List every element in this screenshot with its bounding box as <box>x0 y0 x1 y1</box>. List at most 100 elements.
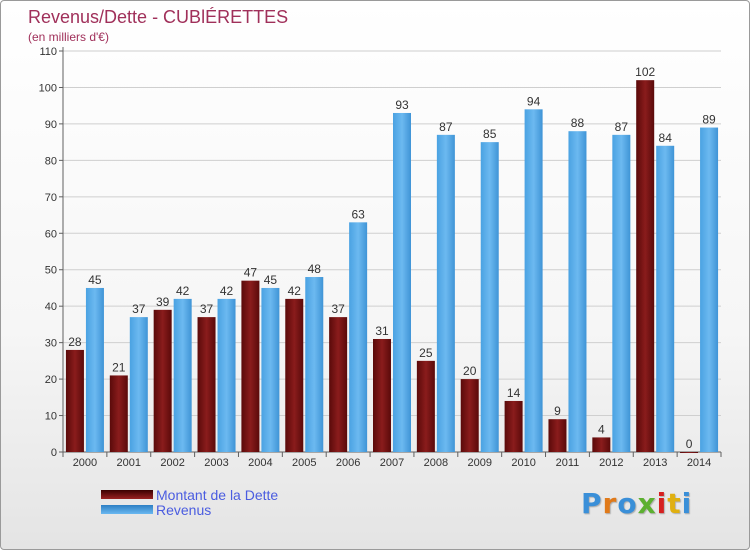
x-tick-label: 2010 <box>511 457 535 469</box>
bar-debt <box>548 419 567 452</box>
y-tick-label: 40 <box>45 301 57 313</box>
y-tick-label: 20 <box>45 374 57 386</box>
logo-letter: i <box>656 487 668 520</box>
bar-revenue <box>305 277 324 452</box>
data-label-revenue: 88 <box>571 116 585 130</box>
y-tick-label: 50 <box>45 265 57 277</box>
bar-debt <box>592 437 611 452</box>
bar-revenue <box>217 298 236 452</box>
bar-chart: 0102030405060708090100110200028452001213… <box>39 46 722 469</box>
y-tick-label: 0 <box>51 447 57 459</box>
data-label-revenue: 89 <box>702 113 716 127</box>
logo-letter: x <box>637 487 657 520</box>
logo-letter: i <box>681 487 693 520</box>
logo-letter: P <box>581 487 603 520</box>
chart-title: Revenus/Dette - CUBlÉRETTES <box>28 7 289 27</box>
y-tick-label: 60 <box>45 228 57 240</box>
data-label-debt: 37 <box>331 302 345 316</box>
bar-revenue <box>173 298 192 452</box>
data-label-revenue: 37 <box>132 302 146 316</box>
x-tick-label: 2013 <box>643 457 667 469</box>
legend-label-debt: Montant de la Dette <box>156 487 279 503</box>
x-tick-label: 2005 <box>292 457 316 469</box>
data-label-debt: 14 <box>507 386 521 400</box>
data-label-revenue: 42 <box>220 284 234 298</box>
logo-letter: o <box>617 487 638 520</box>
chart-subtitle: (en milliers d'€) <box>28 30 109 44</box>
data-label-debt: 37 <box>200 302 214 316</box>
x-tick-label: 2011 <box>556 457 580 469</box>
bar-debt <box>109 375 128 452</box>
legend-item-debt: Montant de la Dette <box>101 487 361 503</box>
x-tick-label: 2000 <box>73 457 97 469</box>
bar-revenue <box>656 145 675 453</box>
logo-letter: r <box>602 487 618 520</box>
data-label-revenue: 87 <box>439 120 453 134</box>
bar-debt <box>329 317 348 452</box>
data-label-revenue: 45 <box>88 273 102 287</box>
data-label-revenue: 85 <box>483 127 497 141</box>
data-label-revenue: 42 <box>176 284 190 298</box>
data-label-revenue: 45 <box>264 273 278 287</box>
bar-debt <box>416 360 435 452</box>
bar-debt <box>241 280 260 452</box>
x-tick-label: 2009 <box>467 457 491 469</box>
data-label-revenue: 48 <box>308 262 322 276</box>
bar-debt <box>285 298 304 452</box>
bar-debt <box>373 338 391 452</box>
y-tick-label: 10 <box>45 411 57 423</box>
bar-revenue <box>349 222 368 452</box>
legend-swatch-debt <box>101 490 153 499</box>
y-tick-label: 30 <box>45 338 57 350</box>
data-label-revenue: 63 <box>351 207 365 221</box>
bar-revenue <box>393 112 411 453</box>
data-label-debt: 0 <box>686 437 693 451</box>
x-tick-label: 2007 <box>380 457 404 469</box>
data-label-revenue: 94 <box>527 94 541 108</box>
x-tick-label: 2002 <box>160 457 184 469</box>
bar-revenue <box>700 127 719 453</box>
data-label-debt: 31 <box>375 324 389 338</box>
legend-label-revenue: Revenus <box>156 502 212 518</box>
y-tick-label: 90 <box>45 119 57 131</box>
bar-debt <box>680 452 699 453</box>
bar-debt <box>197 317 216 452</box>
legend-item-revenue: Revenus <box>101 502 361 518</box>
x-tick-label: 2001 <box>117 457 141 469</box>
data-label-revenue: 84 <box>659 131 673 145</box>
bar-revenue <box>568 131 587 452</box>
y-tick-label: 100 <box>39 82 57 94</box>
data-label-debt: 39 <box>156 295 170 309</box>
legend-swatch-revenue <box>101 505 153 514</box>
bar-revenue <box>85 287 104 452</box>
x-tick-label: 2008 <box>424 457 448 469</box>
bar-revenue <box>436 134 455 452</box>
bar-debt <box>153 309 172 452</box>
data-label-debt: 47 <box>244 266 258 280</box>
x-tick-label: 2003 <box>204 457 228 469</box>
data-label-debt: 25 <box>419 346 433 360</box>
x-tick-label: 2006 <box>336 457 360 469</box>
bar-revenue <box>524 109 543 452</box>
data-label-debt: 21 <box>112 360 126 374</box>
data-label-debt: 4 <box>598 422 605 436</box>
proxiti-logo: Proxiti <box>581 487 692 520</box>
data-label-debt: 9 <box>554 404 561 418</box>
x-tick-label: 2014 <box>687 457 711 469</box>
logo-letter: t <box>667 487 682 520</box>
data-label-debt: 20 <box>463 364 477 378</box>
bar-revenue <box>261 287 280 452</box>
data-label-revenue: 87 <box>615 120 629 134</box>
bar-revenue <box>612 134 631 452</box>
bar-revenue <box>480 142 499 453</box>
y-tick-label: 70 <box>45 192 57 204</box>
bar-debt <box>636 80 655 452</box>
x-tick-label: 2012 <box>599 457 623 469</box>
bar-debt <box>460 379 479 452</box>
data-label-debt: 28 <box>68 335 82 349</box>
data-label-revenue: 93 <box>395 98 409 112</box>
data-label-debt: 42 <box>288 284 302 298</box>
bar-debt <box>65 349 84 452</box>
bar-debt <box>504 400 523 452</box>
